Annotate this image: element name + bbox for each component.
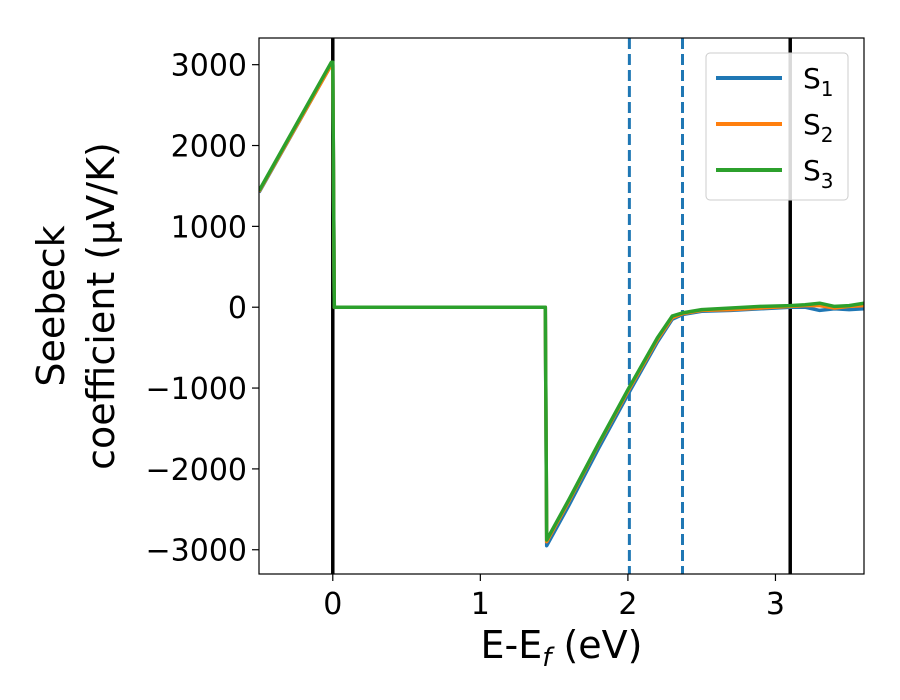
- y-axis-label-line2: coefficient (μV/K): [79, 142, 123, 470]
- x-axis-label-unit: (eV): [551, 623, 642, 667]
- y-axis-label-line1: Seebeck: [29, 225, 73, 386]
- legend-label-s2: S2: [803, 108, 834, 147]
- y-tick-label: −2000: [146, 453, 247, 488]
- x-tick-label: 1: [471, 587, 490, 622]
- x-tick-label: 2: [618, 587, 637, 622]
- y-tick-label: 3000: [171, 49, 247, 84]
- x-axis-label: E-Ef (eV): [481, 623, 643, 673]
- legend-label-s1: S1: [803, 62, 834, 101]
- y-axis-label: Seebeck coefficient (μV/K): [29, 142, 123, 470]
- x-axis-label-main: E-E: [481, 623, 543, 667]
- legend-box: [705, 52, 849, 201]
- y-tick-label: 2000: [171, 130, 247, 165]
- x-tick-label: 3: [766, 587, 785, 622]
- ticks-layer: 0 1 2 3 3000 2000 1000 0 −1000 −2000 −3000: [146, 49, 785, 622]
- legend-label-s3: S3: [803, 154, 834, 193]
- legend: S1 S2 S3: [705, 52, 849, 201]
- y-tick-label: −3000: [146, 534, 247, 569]
- x-tick-label: 0: [323, 587, 342, 622]
- y-tick-label: 0: [228, 291, 247, 326]
- plot-frame: [258, 37, 865, 575]
- y-tick-label: −1000: [146, 372, 247, 407]
- y-tick-label: 1000: [171, 210, 247, 245]
- series-line-s3: [259, 60, 864, 542]
